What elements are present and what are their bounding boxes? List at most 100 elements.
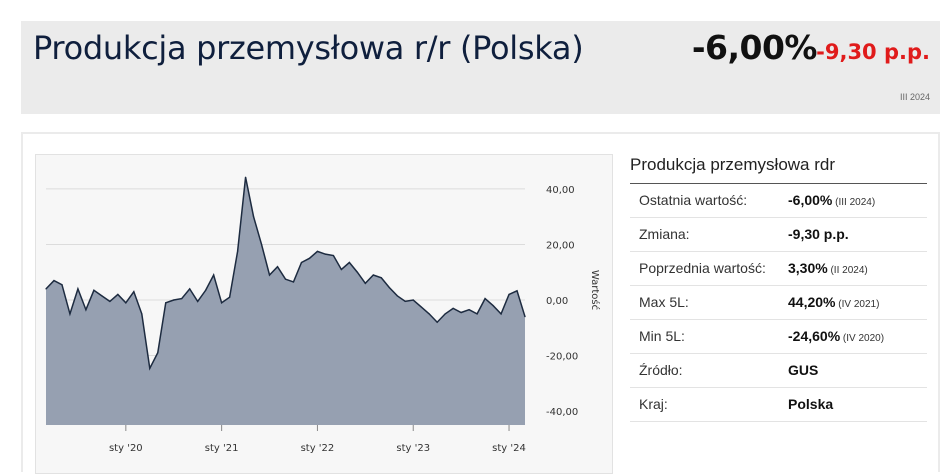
data-point [316, 250, 319, 252]
data-point [141, 313, 143, 315]
data-point [364, 282, 366, 284]
data-point [165, 302, 167, 304]
data-point [221, 302, 223, 304]
y-axis-label: Wartość [589, 270, 601, 310]
row-value-main: 3,30% [788, 260, 828, 276]
current-value: -6,00% [691, 28, 818, 67]
data-point [500, 313, 502, 315]
row-value-main: -6,00% [788, 192, 833, 208]
data-point [476, 313, 478, 315]
data-point [109, 300, 111, 302]
data-point [436, 321, 438, 323]
row-value: -6,00% (III 2024) [788, 192, 875, 208]
data-point [61, 284, 63, 286]
y-tick-label: 40,00 [546, 185, 575, 196]
content-panel [21, 132, 940, 472]
data-point [244, 176, 247, 178]
data-point [53, 279, 55, 282]
row-value-main: 44,20% [788, 294, 836, 310]
data-point [101, 295, 103, 297]
data-point [93, 289, 95, 291]
data-point [284, 278, 287, 280]
x-tick-label: sty '22 [301, 443, 335, 454]
data-point [69, 313, 71, 315]
row-label: Kraj: [639, 396, 668, 412]
info-table-title: Produkcja przemysłowa rdr [630, 155, 836, 174]
data-point [205, 289, 207, 291]
data-point [197, 300, 199, 302]
data-point [452, 307, 454, 309]
row-label: Źródło: [639, 362, 683, 378]
table-row: Ostatnia wartość: -6,00% (III 2024) [630, 184, 927, 218]
data-point [157, 352, 159, 354]
row-value: 44,20% (IV 2021) [788, 294, 879, 310]
data-point [516, 290, 518, 292]
row-value-note: (II 2024) [827, 265, 868, 276]
data-point [181, 298, 183, 300]
row-value-note: (IV 2020) [840, 333, 885, 344]
row-value-note: (IV 2021) [835, 299, 880, 310]
data-point [372, 274, 374, 276]
row-value: -9,30 p.p. [788, 226, 849, 242]
table-row: Max 5L: 44,20% (IV 2021) [630, 286, 927, 320]
table-divider [630, 183, 927, 184]
data-point [380, 277, 382, 279]
data-point [292, 281, 295, 283]
header-bar: Produkcja przemysłowa r/r (Polska) -6,00… [21, 21, 940, 114]
chart-container[interactable]: 40,00 20,00 0,00 -20,00 -40,00 sty '20 sty '21… [35, 154, 613, 474]
data-point [85, 309, 87, 311]
data-point [404, 300, 406, 302]
row-value-main: Polska [788, 396, 834, 412]
data-point [524, 316, 526, 318]
row-value-main: -24,60% [788, 328, 841, 344]
data-point [460, 311, 462, 314]
period-label: III 2024 [899, 92, 930, 102]
data-point [260, 243, 263, 246]
page-title: Produkcja przemysłowa r/r (Polska) [33, 29, 584, 67]
data-point [189, 288, 191, 290]
data-point [508, 293, 510, 296]
row-value-main: -9,30 p.p. [788, 226, 849, 242]
data-point [348, 261, 350, 264]
series-area [46, 177, 525, 425]
data-point [492, 304, 494, 307]
data-point [468, 309, 470, 311]
y-tick-label: 0,00 [546, 296, 568, 307]
row-value: Polska [788, 396, 833, 412]
data-point [428, 313, 430, 315]
row-value-main: GUS [788, 362, 819, 378]
change-value: -9,30 p.p. [816, 40, 930, 64]
table-row: Min 5L: -24,60% (IV 2020) [630, 320, 927, 354]
row-value: GUS [788, 362, 818, 378]
table-row: Poprzednia wartość: 3,30% (II 2024) [630, 252, 927, 286]
data-point [149, 367, 151, 369]
data-point [229, 296, 231, 298]
table-row: Zmiana: -9,30 p.p. [630, 218, 927, 252]
table-row: Źródło: GUS [630, 354, 927, 388]
data-point [356, 271, 358, 273]
x-tick-label: sty '24 [492, 443, 526, 454]
row-label: Zmiana: [639, 226, 690, 242]
y-tick-label: -40,00 [546, 407, 578, 418]
data-point [77, 288, 79, 290]
data-point [324, 253, 327, 255]
line-area-chart[interactable]: 40,00 20,00 0,00 -20,00 -40,00 sty '20 sty '21… [36, 155, 614, 475]
y-tick-label: 20,00 [546, 240, 575, 251]
y-tick-label: -20,00 [546, 352, 578, 363]
data-point [268, 274, 271, 276]
data-point [173, 299, 175, 301]
data-point [213, 274, 215, 276]
row-value: 3,30% (II 2024) [788, 260, 868, 276]
table-row: Kraj: Polska [630, 388, 927, 422]
data-point [420, 306, 422, 308]
row-value-note: (III 2024) [832, 197, 876, 208]
row-value: -24,60% (IV 2020) [788, 328, 884, 344]
data-point [412, 299, 414, 301]
x-tick-label: sty '23 [396, 443, 430, 454]
data-point [332, 254, 334, 257]
data-point [444, 313, 446, 315]
row-label: Ostatnia wartość: [639, 192, 748, 208]
x-tick-label: sty '20 [109, 443, 143, 454]
data-point [252, 216, 255, 218]
row-label: Poprzednia wartość: [639, 260, 766, 276]
